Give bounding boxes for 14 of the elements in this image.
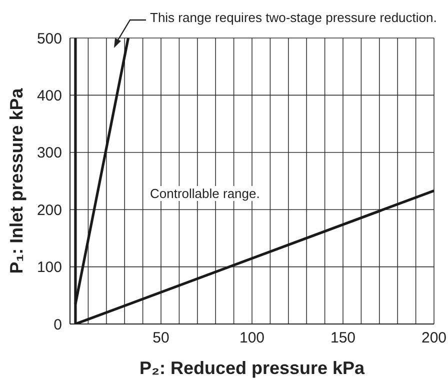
- y-tick-label: 400: [36, 88, 62, 105]
- y-tick-label: 500: [36, 30, 62, 48]
- y-tick-label: 300: [36, 144, 62, 162]
- x-axis-title: P₂: Reduced pressure kPa: [139, 358, 366, 378]
- x-tick-label: 150: [330, 330, 356, 347]
- y-axis-title: P₁: Inlet pressure kPa: [6, 87, 26, 274]
- y-tick-label: 200: [36, 202, 62, 219]
- x-tick-label: 50: [152, 330, 170, 347]
- text: This range requires two-stage pressure reduction.: [150, 10, 437, 25]
- x-tick-label: 200: [421, 330, 447, 347]
- y-tick-label: 0: [54, 316, 62, 334]
- y-tick-label: 100: [36, 259, 62, 276]
- x-tick-label: 100: [239, 330, 265, 347]
- annotation: Controllable range.: [148, 186, 262, 201]
